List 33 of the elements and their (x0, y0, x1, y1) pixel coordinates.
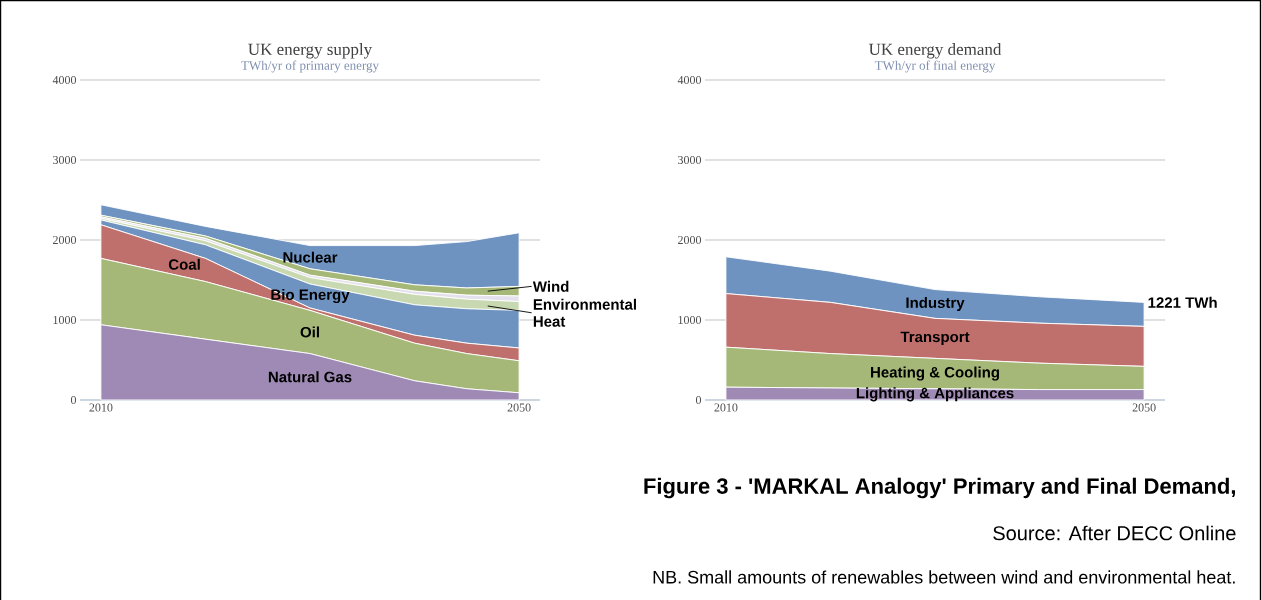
y-tick-label: 2000 (53, 235, 77, 245)
y-tick-label: 3000 (53, 155, 77, 165)
y-tick-label: 4000 (677, 75, 702, 85)
x-tick-label: 2010 (89, 403, 113, 412)
y-tick-label: 2000 (678, 235, 702, 245)
annotation: 1221 TWh (1148, 296, 1217, 308)
text: Figure 3 - 'MARKAL Analogy' Primary and Final Demand, (644, 477, 1235, 499)
y-tick-label: 1000 (53, 315, 77, 325)
x-tick-label: 2050 (1132, 403, 1156, 412)
y-tick-label: 3000 (678, 155, 702, 165)
series-label: Wind (532, 280, 569, 292)
chart-title: UK energy supply (248, 43, 373, 59)
y-tick-label: 0 (695, 395, 702, 405)
chart-title: UK energy demand (868, 43, 1002, 59)
y-tick-label: 4000 (52, 75, 77, 85)
series-label: Transport (900, 331, 970, 346)
series-label: Coal (168, 258, 200, 270)
series-label: Nuclear (283, 251, 338, 263)
chart-subtitle: TWh/yr of final energy (874, 60, 996, 73)
y-tick-label: 0 (70, 395, 77, 405)
text: NB. Small amounts of renewables between wind and environmental heat. (653, 570, 1235, 584)
series-label: Natural Gas (268, 371, 352, 383)
series-label: Heating & Cooling (871, 366, 999, 381)
x-tick-label: 2010 (714, 403, 738, 412)
source-note: Source: After DECC Online (993, 525, 1236, 541)
series-label: Environmental Heat (533, 298, 636, 327)
series-label: Lighting & Appliances (856, 387, 1014, 402)
series-label: Bio Energy (271, 288, 350, 303)
series-label: Industry (906, 296, 965, 311)
series-label: Oil (300, 326, 319, 338)
y-tick-label: 1000 (678, 315, 702, 325)
x-tick-label: 2050 (507, 403, 531, 412)
chart-subtitle: TWh/yr of primary energy (241, 60, 379, 73)
